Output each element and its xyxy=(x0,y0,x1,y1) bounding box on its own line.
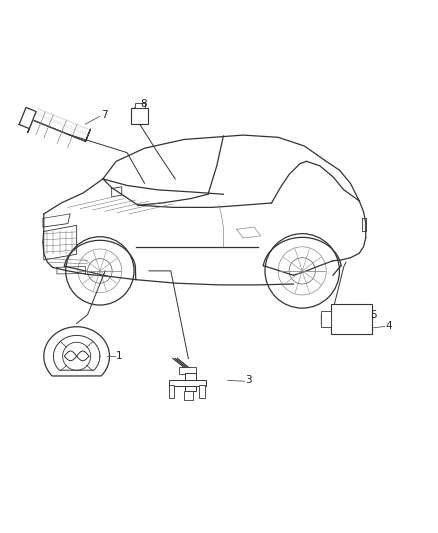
Text: 3: 3 xyxy=(245,375,252,385)
Text: 8: 8 xyxy=(140,100,147,109)
Text: 7: 7 xyxy=(101,110,107,120)
Bar xyxy=(185,373,196,391)
Bar xyxy=(131,108,148,124)
Bar xyxy=(169,385,174,398)
Bar xyxy=(321,311,331,327)
Bar xyxy=(331,304,372,334)
Bar xyxy=(199,385,205,398)
Polygon shape xyxy=(19,108,36,128)
Text: 1: 1 xyxy=(116,351,123,361)
Bar xyxy=(179,367,196,374)
Bar xyxy=(169,379,206,386)
Bar xyxy=(184,391,193,400)
Circle shape xyxy=(353,307,371,324)
Text: 5: 5 xyxy=(370,310,377,320)
Bar xyxy=(135,102,145,108)
Text: 4: 4 xyxy=(385,321,392,330)
